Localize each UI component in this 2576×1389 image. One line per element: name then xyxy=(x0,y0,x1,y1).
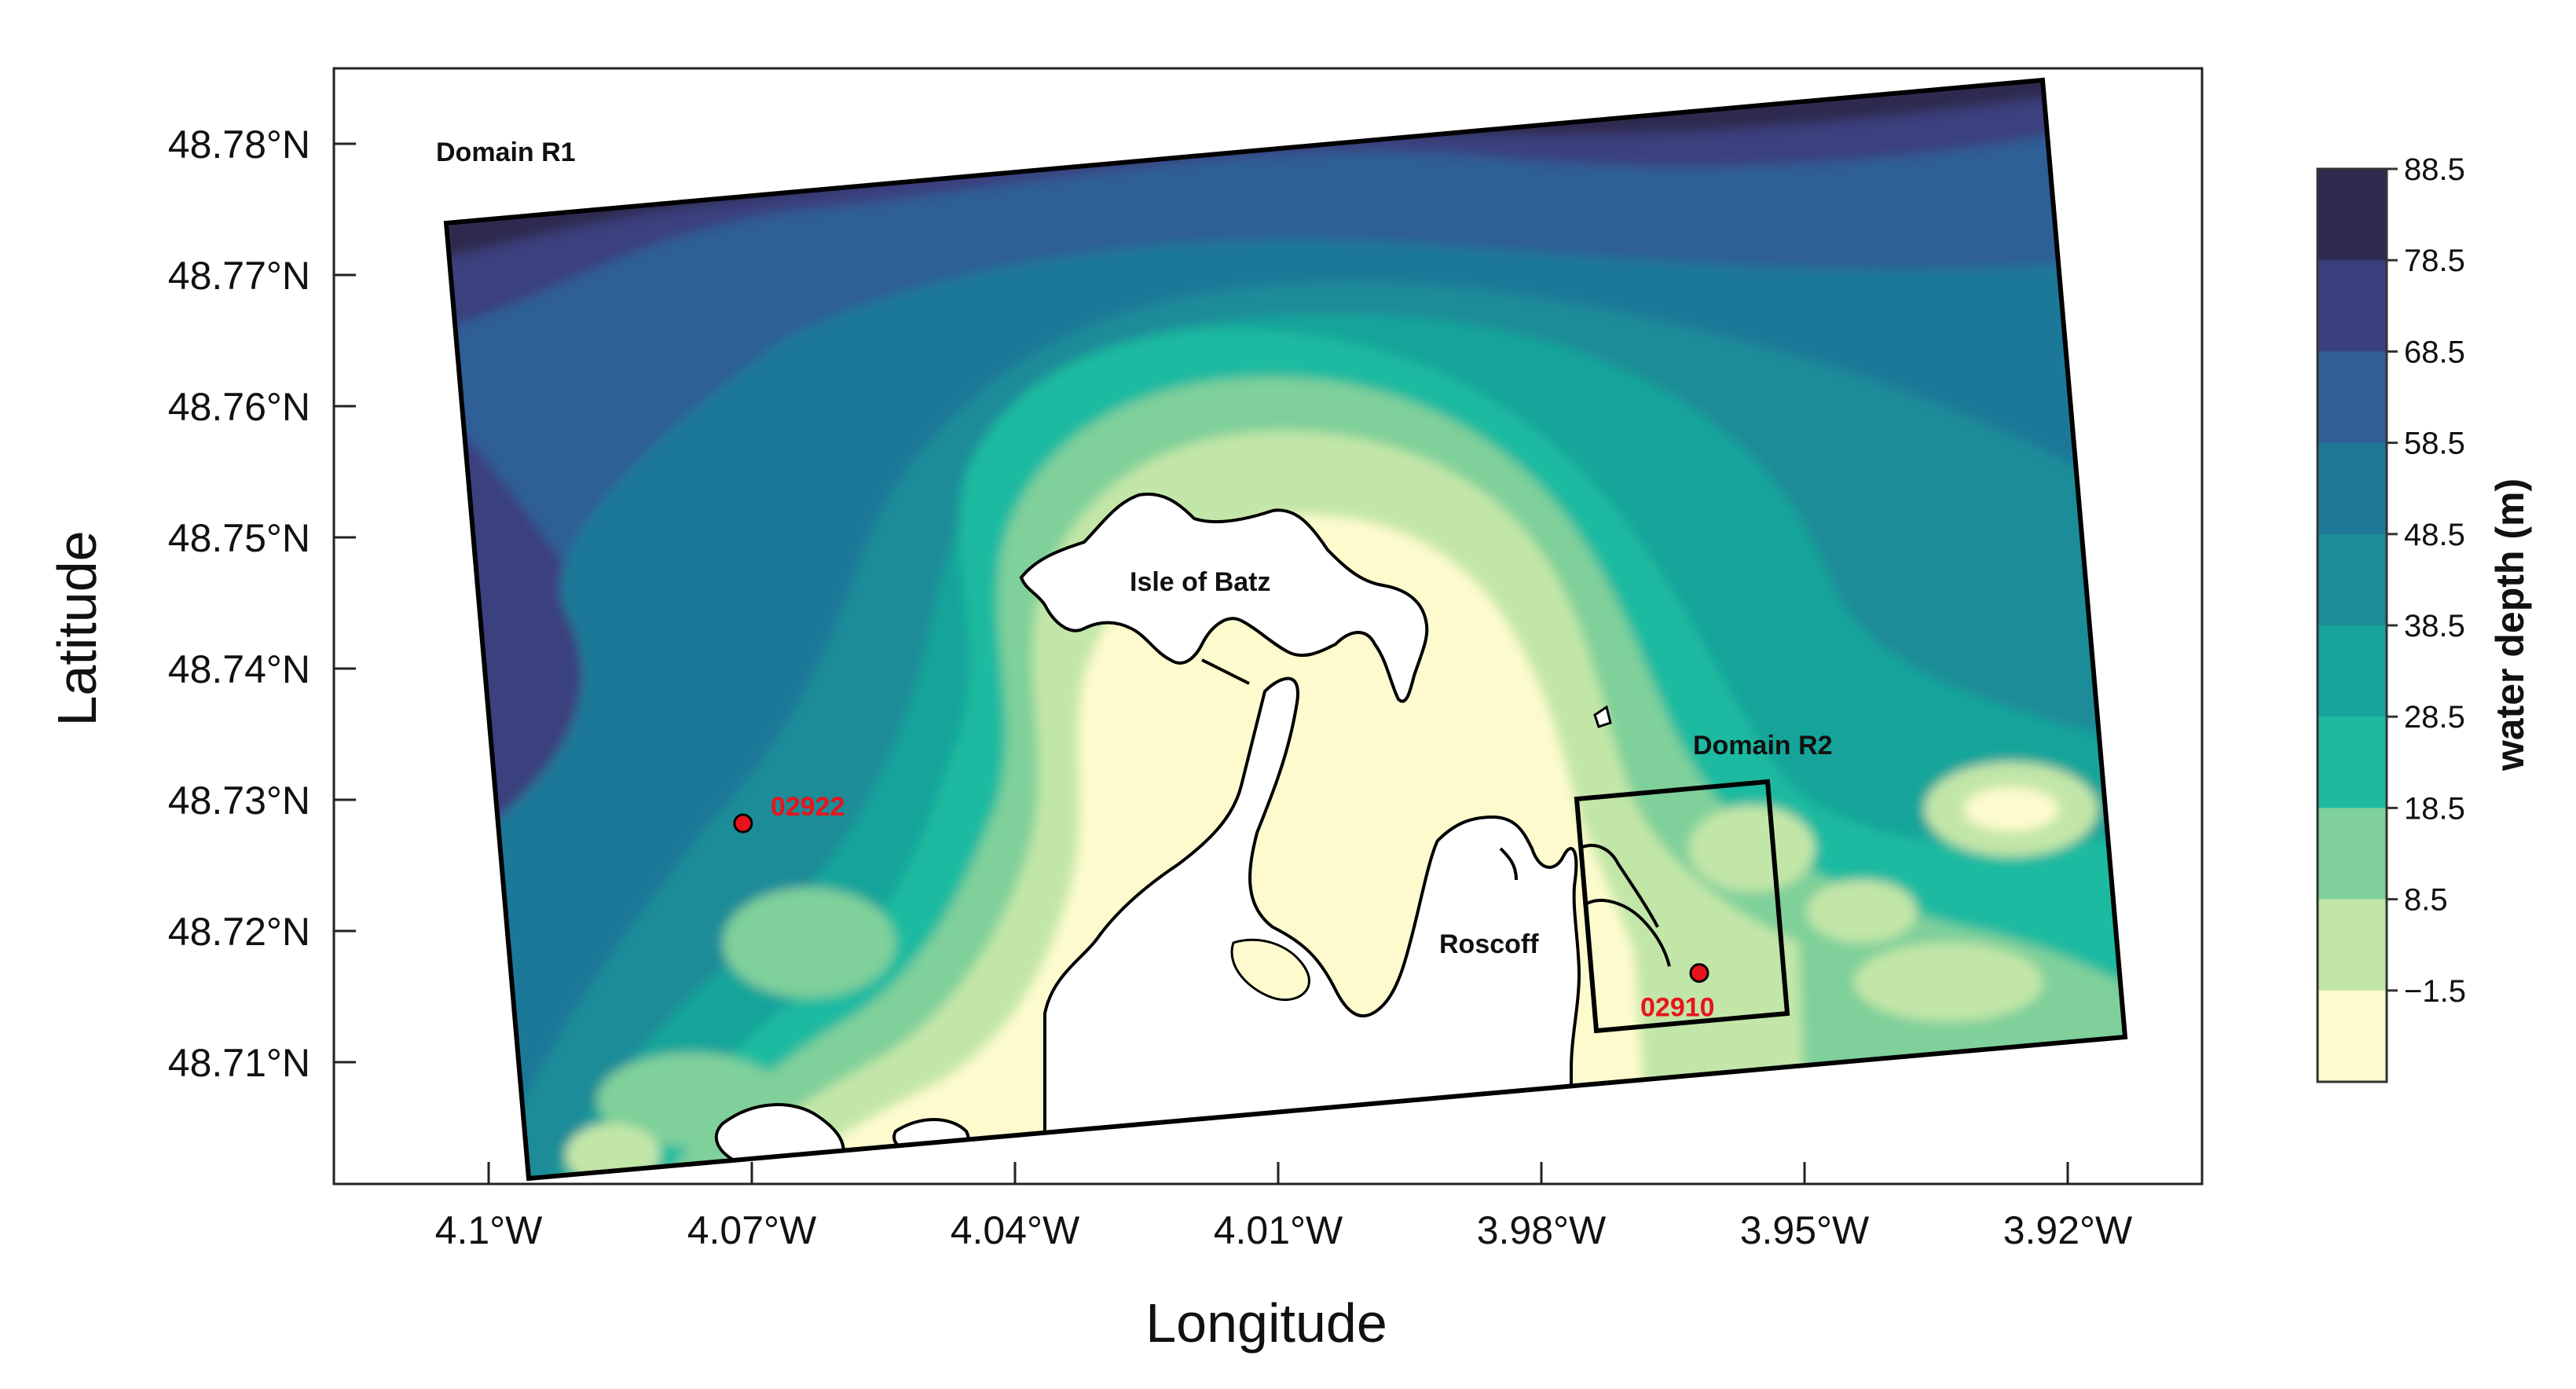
colorbar-tick-label: 38.5 xyxy=(2404,609,2465,643)
colorbar-tick-label: 78.5 xyxy=(2404,244,2465,278)
x-tick-label: 3.92°W xyxy=(2003,1208,2133,1252)
colorbar-swatch xyxy=(2318,533,2387,626)
y-axis-ticks: 48.78°N 48.77°N 48.76°N 48.75°N 48.74°N 48.73… xyxy=(168,123,356,1085)
y-tick-label: 48.76°N xyxy=(168,385,310,429)
colorbar-swatch xyxy=(2318,351,2387,444)
y-tick-label: 48.71°N xyxy=(168,1041,310,1085)
colorbar-swatch xyxy=(2318,169,2387,261)
y-tick-label: 48.72°N xyxy=(168,910,310,954)
y-tick-label: 48.74°N xyxy=(168,647,310,691)
isle-of-batz-shape xyxy=(1019,493,1429,703)
y-tick-label: 48.73°N xyxy=(168,779,310,823)
domain-r1-outline xyxy=(443,77,2128,1182)
colorbar-swatch xyxy=(2318,716,2387,808)
x-tick-label: 3.98°W xyxy=(1477,1208,1607,1252)
colorbar-tick-label: 48.5 xyxy=(2404,518,2465,552)
station-point xyxy=(733,813,753,834)
colorbar-swatch xyxy=(2318,808,2387,900)
colorbar-tick-label: 68.5 xyxy=(2404,335,2465,369)
colorbar-tick-label: 88.5 xyxy=(2404,152,2465,187)
x-tick-label: 4.01°W xyxy=(1214,1208,1343,1252)
y-tick-label: 48.77°N xyxy=(168,254,310,298)
station-markers: 02922 02910 xyxy=(733,792,1715,1022)
x-tick-label: 3.95°W xyxy=(1740,1208,1870,1252)
x-tick-label: 4.07°W xyxy=(687,1208,817,1252)
colorbar-tick-label: 18.5 xyxy=(2404,791,2465,826)
y-tick-label: 48.75°N xyxy=(168,516,310,560)
roscoff-label: Roscoff xyxy=(1439,929,1539,959)
y-tick-label: 48.78°N xyxy=(168,123,310,167)
colorbar-tick-label: −1.5 xyxy=(2404,974,2466,1009)
station-point xyxy=(1689,962,1709,983)
domain-r2-label: Domain R2 xyxy=(1693,731,1833,760)
y-axis-title: Latitude xyxy=(46,530,108,726)
bathymetry-field xyxy=(446,80,2125,1178)
domain-r2-outline xyxy=(1574,779,1790,1034)
isle-of-batz-label: Isle of Batz xyxy=(1130,567,1270,597)
x-tick-label: 4.04°W xyxy=(951,1208,1080,1252)
colorbar-tick-label: 28.5 xyxy=(2404,700,2465,735)
x-tick-label: 4.1°W xyxy=(435,1208,544,1252)
colorbar: 88.5 78.5 68.5 58.5 48.5 38.5 28.5 18.5 8.5 −1.5 xyxy=(2316,152,2466,1083)
colorbar-swatch xyxy=(2318,899,2387,991)
colorbar-swatch xyxy=(2318,625,2387,717)
station-label: 02922 xyxy=(771,792,845,822)
colorbar-tick-label: 8.5 xyxy=(2404,883,2448,918)
colorbar-title: water depth (m) xyxy=(2488,478,2532,771)
domain-r1-label: Domain R1 xyxy=(436,137,576,167)
colorbar-swatch xyxy=(2318,990,2387,1083)
x-axis-title: Longitude xyxy=(1145,1292,1387,1354)
station-label: 02910 xyxy=(1640,992,1715,1022)
colorbar-tick-label: 58.5 xyxy=(2404,427,2465,461)
x-axis-ticks: 4.1°W 4.07°W 4.04°W 4.01°W 3.98°W 3.95°W 3.92°… xyxy=(435,1162,2133,1252)
colorbar-swatch xyxy=(2318,260,2387,352)
colorbar-swatch xyxy=(2318,442,2387,535)
